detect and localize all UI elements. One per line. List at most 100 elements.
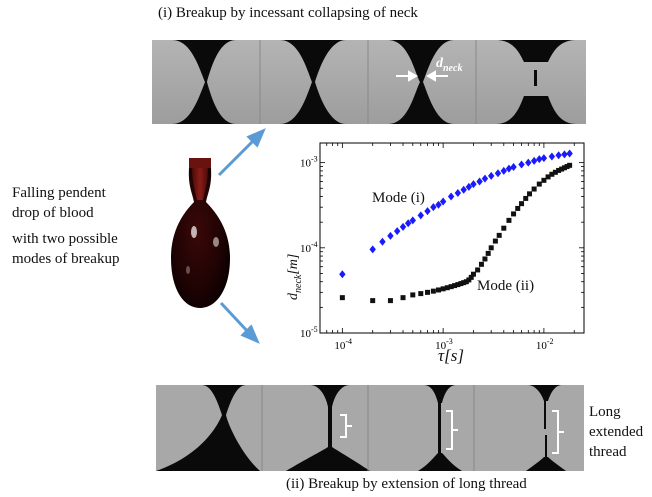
top-caption: (i) Breakup by incessant collapsing of n… xyxy=(158,5,418,21)
mode-ii-point xyxy=(501,225,507,231)
mode-ii-point xyxy=(468,274,474,280)
y-tick-label: 10-3 xyxy=(300,155,318,170)
mode-ii-point xyxy=(511,211,517,217)
mode-ii-point xyxy=(387,298,393,304)
mode-i-point xyxy=(500,166,507,175)
mode-ii-point xyxy=(436,287,442,293)
mode-ii-point xyxy=(461,280,467,286)
mode-ii-point xyxy=(485,250,491,256)
left-description: Falling pendent drop of blood with two p… xyxy=(12,183,172,269)
y-tick-label: 10-5 xyxy=(300,325,318,340)
mode-ii-point xyxy=(552,169,558,175)
mode-ii-point xyxy=(370,298,376,304)
mode-i-point xyxy=(424,207,431,216)
y-tick-label: 10-4 xyxy=(300,240,318,255)
mode-ii-point xyxy=(541,177,547,183)
plot-frame xyxy=(319,142,585,334)
mode-i-point xyxy=(409,216,416,225)
mode-i-point xyxy=(417,211,424,220)
mode-i-point xyxy=(369,245,376,254)
bottom-caption: (ii) Breakup by extension of long thread xyxy=(286,476,527,492)
mode-ii-point xyxy=(470,271,476,277)
mode-ii-frames xyxy=(156,385,584,471)
needle-tip xyxy=(189,158,211,168)
mode-ii-point xyxy=(492,238,498,244)
mode-ii-point xyxy=(549,171,555,177)
frame-4 xyxy=(496,40,576,124)
thread-brackets xyxy=(340,410,564,454)
mode-i-point xyxy=(481,174,489,183)
mode-ii-point xyxy=(531,186,537,192)
mode-i-point xyxy=(399,222,407,231)
mode-ii-point xyxy=(430,288,436,294)
mode-i-point xyxy=(555,151,562,160)
mode-i-point xyxy=(460,185,467,194)
right-line-1: Long xyxy=(589,404,621,420)
mode-i-point xyxy=(430,203,437,212)
mode-i-point xyxy=(379,237,386,246)
mode-i-point xyxy=(404,219,412,228)
annotation-mode-ii: Mode (ii) xyxy=(477,278,535,294)
mode-ii-point xyxy=(536,181,542,187)
mode-ii-point xyxy=(448,284,454,290)
drop-body xyxy=(171,168,230,308)
mode-ii-point xyxy=(561,165,567,171)
mode-ii-point xyxy=(506,217,512,223)
mode-ii-point xyxy=(564,164,570,170)
mode-ii-point xyxy=(339,295,345,301)
frame-3 xyxy=(388,40,454,124)
right-line-2: extended xyxy=(589,424,644,440)
mode-ii-point xyxy=(559,166,565,172)
mode-ii-point xyxy=(519,201,525,207)
dneck-label: dneck xyxy=(436,56,463,74)
bottom-frame-4 xyxy=(526,385,566,471)
mode-i-point xyxy=(339,270,346,279)
chart-ylabel: dneck[m] xyxy=(286,253,304,300)
mode-ii-point xyxy=(444,285,450,291)
mode-i-point xyxy=(387,231,394,240)
top-frame-strip: dneck xyxy=(152,40,586,124)
mode-i-point xyxy=(566,149,573,158)
mode-i-point xyxy=(435,200,442,209)
mode-i-point xyxy=(470,180,477,189)
branch-arrows xyxy=(217,128,266,344)
chart-xlabel: τ[s] xyxy=(438,346,464,365)
mode-i-point xyxy=(476,177,483,186)
mode-i-point xyxy=(536,155,543,164)
mode-ii-point xyxy=(482,256,488,262)
left-line-1: Falling pendent xyxy=(12,185,106,201)
left-line-4: modes of breakup xyxy=(12,251,120,267)
mode-i-point xyxy=(439,197,447,206)
mode-ii-point xyxy=(458,281,464,287)
arrow-to-bottom xyxy=(219,301,260,344)
mode-ii-point xyxy=(567,162,573,168)
x-tick-label: 10-2 xyxy=(536,337,554,352)
bottom-frame-2 xyxy=(286,385,370,471)
mode-ii-point xyxy=(452,283,458,289)
mode-ii-point xyxy=(488,245,494,251)
mode-ii-point xyxy=(418,291,424,297)
mode-ii-point xyxy=(545,174,551,180)
mode-ii-point xyxy=(515,205,521,211)
mode-ii-point xyxy=(556,167,562,173)
mode-ii-point xyxy=(527,191,533,197)
mode-i-point xyxy=(505,164,513,173)
mode-i-point xyxy=(454,189,462,198)
right-line-3: thread xyxy=(589,444,627,460)
mode-ii-point xyxy=(475,267,481,273)
axis-ticks: 10-4 10-3 10-2 10-5 10-4 10-3 xyxy=(300,143,584,352)
drop-neck xyxy=(192,168,208,200)
mode-ii-point xyxy=(523,195,529,201)
mode-i-point xyxy=(525,158,532,167)
frame-background xyxy=(152,40,586,124)
frame-1 xyxy=(172,40,236,124)
mode-ii-point xyxy=(455,282,461,288)
plot-area xyxy=(319,142,585,334)
mode-i-point xyxy=(494,169,502,178)
mode-i-frames xyxy=(152,40,586,124)
series-2 xyxy=(339,162,573,304)
mode-i-point xyxy=(488,171,495,180)
mode-ii-point xyxy=(478,261,484,267)
arrow-to-top xyxy=(217,128,266,177)
mode-ii-point xyxy=(400,295,406,301)
